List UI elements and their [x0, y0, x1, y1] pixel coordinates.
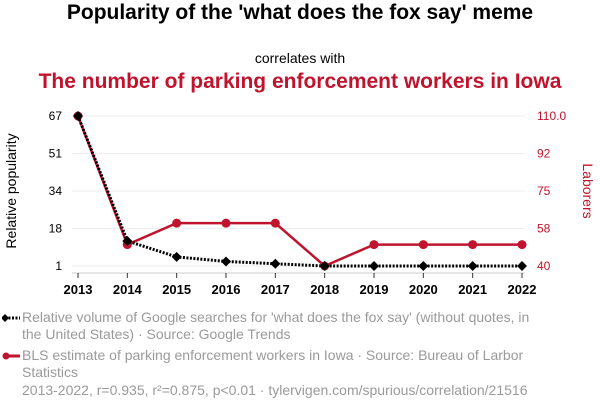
series1-point: [369, 261, 379, 271]
series1-point: [73, 111, 83, 121]
x-tick-label: 2015: [162, 282, 191, 297]
y2-tick-label: 40: [537, 259, 551, 273]
y2-tick-label: 58: [537, 222, 551, 236]
x-tick-label: 2014: [113, 282, 143, 297]
x-tick-label: 2021: [458, 282, 487, 297]
series1-point: [319, 261, 330, 271]
x-tick-label: 2022: [508, 282, 537, 297]
y-axis-label: Relative popularity: [3, 133, 19, 248]
series1-point: [517, 261, 527, 271]
y-tick-label: 67: [49, 109, 63, 123]
series2-point: [172, 218, 182, 228]
y2-tick-label: 75: [537, 184, 551, 198]
x-tick-label: 2020: [409, 282, 438, 297]
y-tick-label: 18: [49, 222, 63, 236]
chart-title-secondary: The number of parking enforcement worker…: [38, 70, 562, 93]
y-tick-label: 1: [55, 259, 62, 273]
x-tick-label: 2019: [360, 282, 389, 297]
chart-subtitle: correlates with: [254, 50, 346, 66]
series2-point: [517, 240, 527, 250]
series2-point: [221, 218, 231, 228]
series2-point: [418, 240, 428, 250]
x-tick-label: 2013: [64, 282, 93, 297]
series1-point: [418, 261, 429, 271]
x-tick-label: 2018: [310, 282, 339, 297]
x-tick-label: 2016: [212, 282, 241, 297]
chart-svg: 1 18 34 51 67 40 58 75 92 110.0 2013 2014 2015 2016 20…: [3, 109, 596, 297]
y2-axis-label: Laborers: [580, 163, 596, 218]
series2-point: [270, 218, 280, 228]
series1-point: [270, 258, 281, 269]
dotted-diamond-legend-icon: [2, 314, 20, 322]
series1-point: [221, 256, 231, 267]
x-tick-label: 2017: [261, 282, 290, 297]
series2-point: [369, 240, 379, 250]
legend-label-series1: Relative volume of Google searches for '…: [22, 309, 530, 342]
solid-circle-legend-icon: [2, 352, 20, 360]
series1-point: [171, 251, 182, 262]
series2-line: [76, 115, 522, 268]
series1-point: [122, 236, 133, 246]
y2-tick-label: 110.0: [537, 109, 566, 123]
y-tick-label: 34: [49, 184, 63, 198]
chart-title: Popularity of the 'what does the fox say…: [66, 1, 534, 24]
series2-point: [468, 240, 478, 250]
axes: 1 18 34 51 67 40 58 75 92 110.0 2013 2014 2015 2016 20…: [3, 109, 596, 297]
series-layer: [73, 111, 527, 271]
footer-stats: 2013-2022, r=0.935, r²=0.875, p<0.01 · t…: [22, 382, 528, 398]
series1-point: [467, 261, 478, 271]
y-tick-label: 51: [49, 147, 63, 161]
y2-tick-label: 92: [537, 147, 551, 161]
series1-line: [76, 115, 522, 268]
legend-label-series2: BLS estimate of parking enforcement work…: [22, 347, 524, 380]
